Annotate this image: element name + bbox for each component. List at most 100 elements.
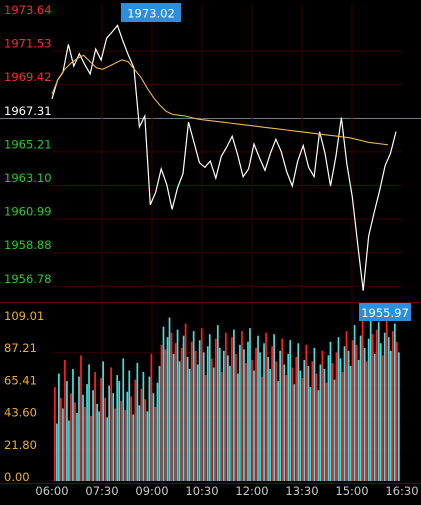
volume-bar <box>144 399 147 481</box>
price-tick-label: 1963.10 <box>4 171 52 185</box>
volume-bar <box>64 359 66 481</box>
axis-labels: 1973.64 1971.53 1969.42 1967.31 1965.21 1963.… <box>4 3 419 498</box>
volume-bar <box>275 361 277 481</box>
volume-bar <box>174 343 177 481</box>
price-tick-label: 1969.42 <box>4 70 52 84</box>
price-tick-label: 1971.53 <box>4 37 52 51</box>
volume-bar <box>283 364 286 481</box>
volume-bar <box>152 393 155 481</box>
volume-bar <box>166 337 169 481</box>
volume-bar <box>180 347 183 481</box>
volume-bar <box>301 378 304 481</box>
volume-bar <box>200 328 203 481</box>
volume-bar <box>265 332 267 481</box>
volume-bar <box>379 343 382 481</box>
volume-bar <box>116 375 119 481</box>
volume-bar <box>206 346 209 481</box>
volume-bar <box>313 347 316 481</box>
volume-bar <box>72 368 74 481</box>
time-tick-label: 16:30 <box>385 484 418 498</box>
volume-bar <box>154 406 157 481</box>
volume-bar <box>241 331 243 481</box>
volume-bar <box>297 343 300 481</box>
volume-bar <box>387 337 390 481</box>
volume-bar <box>106 417 109 481</box>
volume-bar <box>102 361 104 481</box>
volume-bar <box>80 355 82 481</box>
volume-bar <box>303 359 306 481</box>
volume-bar <box>224 332 227 481</box>
volume-bar <box>104 397 106 481</box>
volume-bar <box>182 335 185 481</box>
volume-bar <box>247 341 249 481</box>
volume-bar <box>156 382 159 481</box>
volume-bar <box>168 317 171 481</box>
volume-bar <box>341 372 344 481</box>
volume-bar <box>395 341 398 481</box>
volume-bar <box>257 335 259 481</box>
volume-bar <box>74 402 76 481</box>
volume-bar <box>218 347 221 481</box>
volume-bar <box>158 365 161 481</box>
volume-bar <box>277 381 279 481</box>
volume-bar <box>237 373 239 481</box>
volume-bar <box>375 329 378 481</box>
volume-bar <box>86 384 88 481</box>
volume-bar <box>255 347 257 481</box>
volume-bar <box>249 328 251 481</box>
volume-bar <box>253 370 255 481</box>
volume-bar <box>285 375 288 481</box>
volume-bars <box>54 317 400 481</box>
volume-tick-label: 0.00 <box>4 470 30 484</box>
volume-bar <box>142 372 145 481</box>
volume-bar <box>357 359 360 481</box>
volume-bar <box>347 350 350 481</box>
volume-bar <box>162 326 165 481</box>
volume-bar <box>186 356 189 481</box>
volume-bar <box>293 384 296 481</box>
volume-bar <box>188 368 191 481</box>
volume-bar <box>214 338 217 481</box>
volume-bar <box>84 406 86 481</box>
volume-bar <box>329 341 332 481</box>
low-price-label-bg <box>359 303 411 321</box>
volume-tick-label: 21.80 <box>4 438 37 452</box>
volume-bar <box>309 387 312 481</box>
volume-bar <box>212 367 215 481</box>
volume-bar <box>373 353 376 481</box>
volume-bar <box>150 353 153 481</box>
volume-tick-label: 109.01 <box>4 309 44 323</box>
volume-bar <box>229 365 231 481</box>
volume-bar <box>239 344 241 481</box>
volume-bar <box>391 331 394 481</box>
volume-bar <box>78 376 80 481</box>
time-tick-label: 09:00 <box>135 484 168 498</box>
high-price-label-bg <box>121 3 181 22</box>
volume-bar <box>335 352 338 481</box>
volume-bar <box>96 403 98 481</box>
volume-bar <box>267 356 269 481</box>
time-tick-label: 13:30 <box>285 484 318 498</box>
volume-bar <box>196 364 199 481</box>
volume-bar <box>164 349 167 481</box>
volume-bar <box>343 346 346 481</box>
volume-bar <box>325 382 328 481</box>
volume-bar <box>393 323 396 481</box>
volume-bar <box>118 381 121 481</box>
price-tick-label: 1960.99 <box>4 205 52 219</box>
volume-bar <box>54 387 56 481</box>
volume-bar <box>345 331 348 481</box>
price-tick-label: 1973.64 <box>4 3 52 17</box>
volume-bar <box>92 390 94 481</box>
volume-bar <box>381 355 384 481</box>
volume-bar <box>353 325 356 481</box>
volume-bar <box>333 379 336 481</box>
volume-bar <box>281 338 284 481</box>
volume-bar <box>245 362 247 481</box>
volume-bar <box>160 344 163 481</box>
time-tick-label: 10:30 <box>185 484 218 498</box>
volume-bar <box>216 325 219 481</box>
volume-bar <box>231 337 233 481</box>
volume-bar <box>138 405 141 481</box>
